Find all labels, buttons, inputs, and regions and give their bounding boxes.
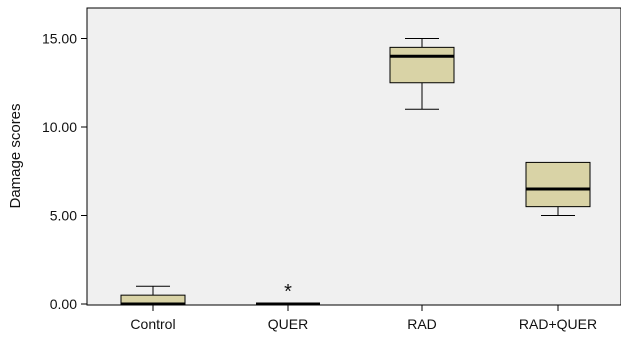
x-tick-label: RAD [407,316,437,332]
outlier-marker: * [284,281,292,303]
box-body [389,46,455,84]
y-tick-label: 0.00 [50,296,77,312]
y-tick-label: 5.00 [50,208,77,224]
plot-area [86,7,621,306]
x-tick-label: Control [130,316,175,332]
box-body [525,161,591,208]
y-tick-label: 10.00 [42,119,77,135]
box-rad [389,38,455,110]
y-tick-label: 15.00 [42,31,77,47]
x-tick-label: QUER [268,316,308,332]
x-axis: Control QUER RAD RAD+QUER [130,305,597,332]
box-series: * [120,38,591,306]
box-rad-quer [525,161,591,216]
box-quer: * [256,281,320,306]
box-control [120,285,186,306]
y-axis: 0.00 5.00 10.00 15.00 [42,31,87,312]
x-tick-label: RAD+QUER [519,316,597,332]
y-axis-title: Damage scores [7,103,24,208]
